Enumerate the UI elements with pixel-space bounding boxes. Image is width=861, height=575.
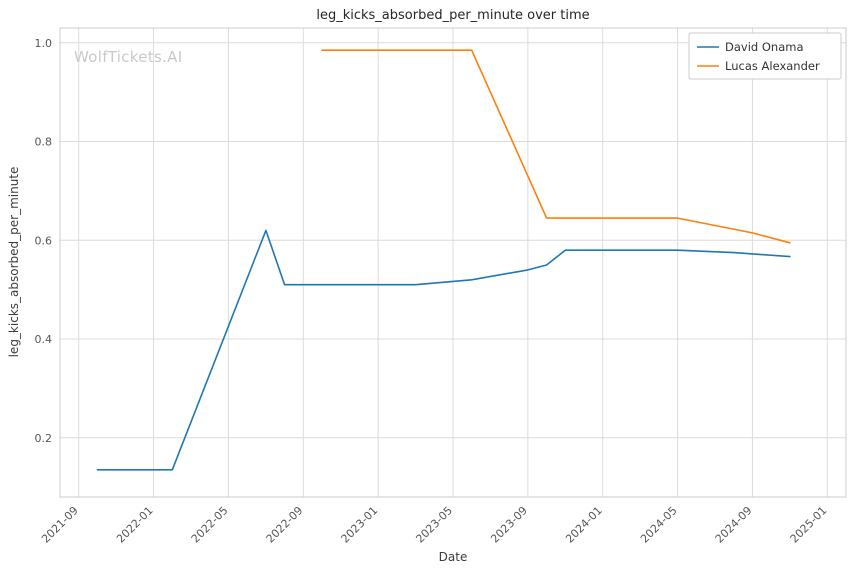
x-tick-label: 2022-05 — [189, 504, 231, 546]
x-tick-label: 2025-01 — [788, 504, 830, 546]
x-tick-label: 2022-01 — [114, 504, 156, 546]
x-tick-label: 2024-05 — [638, 504, 680, 546]
y-axis-label: leg_kicks_absorbed_per_minute — [7, 166, 21, 358]
plot-frame — [59, 27, 847, 498]
y-tick-label: 1.0 — [35, 37, 53, 50]
y-tick-label: 0.2 — [35, 432, 53, 445]
legend-box — [688, 32, 842, 80]
y-tick-label: 0.4 — [35, 333, 53, 346]
x-tick-label: 2023-01 — [339, 504, 381, 546]
legend: David Onama Lucas Alexander — [688, 32, 842, 80]
legend-label: Lucas Alexander — [725, 59, 820, 73]
x-tick-label: 2021-09 — [39, 504, 81, 546]
watermark: WolfTickets.AI — [74, 48, 183, 66]
y-tick-label: 0.8 — [35, 136, 53, 149]
chart-title: leg_kicks_absorbed_per_minute over time — [316, 8, 590, 23]
x-axis-label: Date — [438, 550, 468, 564]
x-tick-label: 2023-09 — [488, 504, 530, 546]
y-tick-label: 0.6 — [35, 234, 53, 247]
series-line-lucas-alexander — [321, 49, 791, 244]
series-line-david-onama — [96, 229, 791, 471]
x-tick-label: 2024-09 — [713, 504, 755, 546]
x-tick-label: 2022-09 — [264, 504, 306, 546]
x-tick-label: 2023-05 — [413, 504, 455, 546]
legend-label: David Onama — [725, 40, 804, 54]
x-tick-label: 2024-01 — [563, 504, 605, 546]
